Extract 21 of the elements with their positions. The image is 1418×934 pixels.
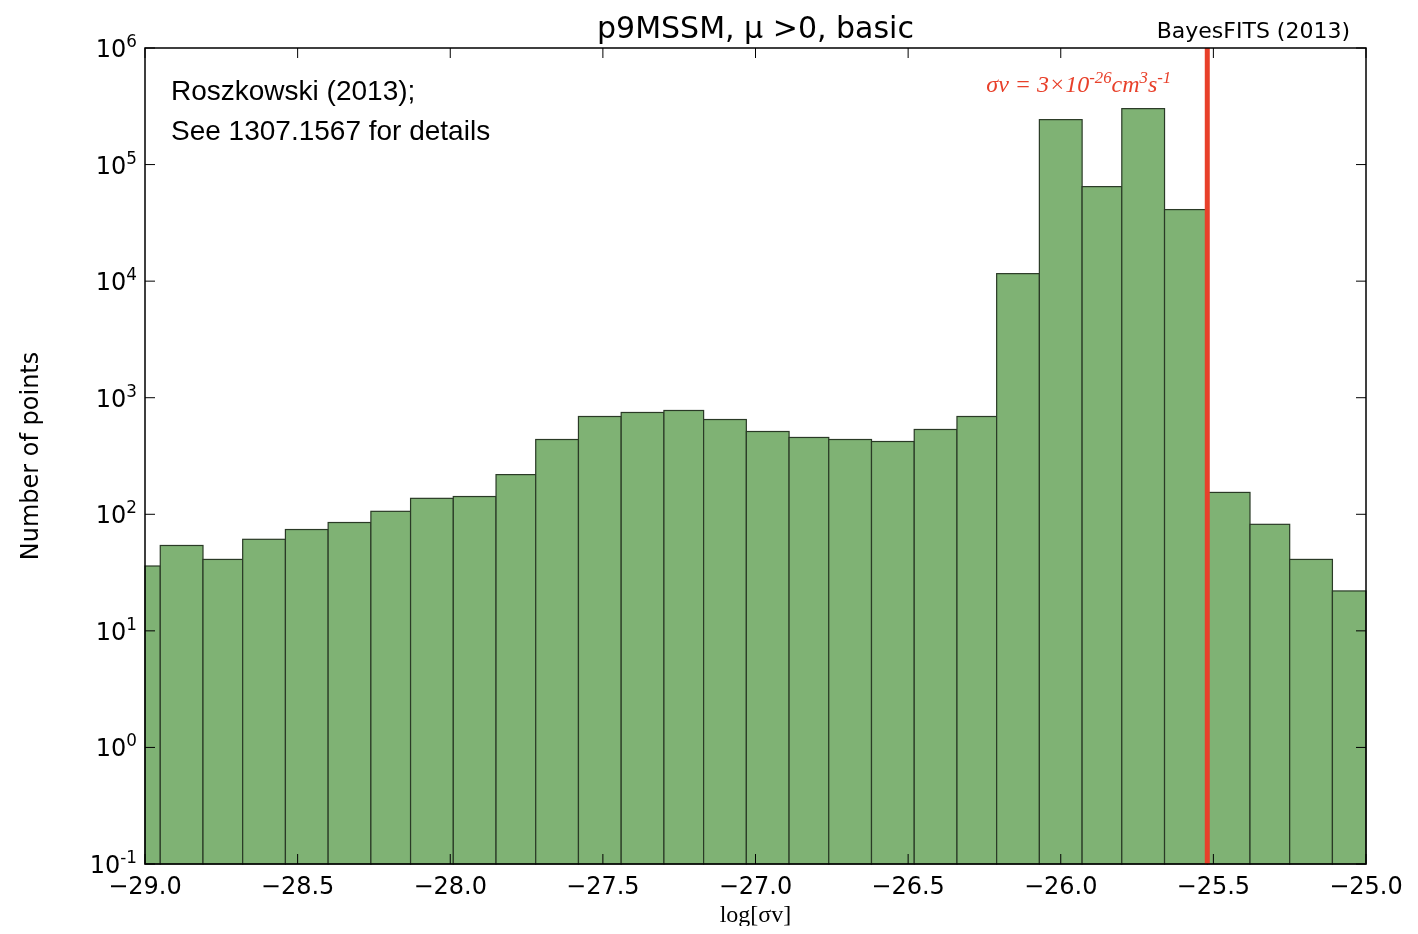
- y-tick-label: 10$^{3}$: [95, 380, 137, 413]
- x-tick-label: −27.0: [718, 872, 793, 900]
- x-tick-label: −28.5: [260, 872, 335, 900]
- x-tick-label: −26.0: [1023, 872, 1098, 900]
- y-tick-label: 10$^{2}$: [95, 497, 137, 530]
- y-axis-title: Number of points: [16, 351, 44, 561]
- x-tick-label: −25.0: [1329, 872, 1403, 900]
- annotation: Roszkowski (2013);: [171, 75, 416, 106]
- chart-title: p9MSSM, μ >0, basic: [597, 10, 914, 45]
- annotation: See 1307.1567 for details: [171, 115, 491, 146]
- y-tick-label: 10$^{0}$: [95, 730, 137, 763]
- x-tick-label: −28.0: [413, 872, 488, 900]
- y-tick-label: 10$^{4}$: [95, 264, 137, 297]
- ref-line-label: σv = 3×10$^{-26}$cm$^{3}$s$^{-1}$: [986, 67, 1172, 97]
- x-tick-label: −25.5: [1176, 872, 1251, 900]
- x-tick-label: −27.5: [566, 872, 640, 900]
- text: BayesFITS (2013): [1156, 18, 1350, 43]
- y-tick-label: 10$^{1}$: [95, 613, 137, 646]
- x-tick-label: −26.5: [871, 872, 945, 900]
- y-tick-label: 10$^{6}$: [95, 31, 137, 63]
- y-tick-label: 10$^{5}$: [95, 147, 137, 180]
